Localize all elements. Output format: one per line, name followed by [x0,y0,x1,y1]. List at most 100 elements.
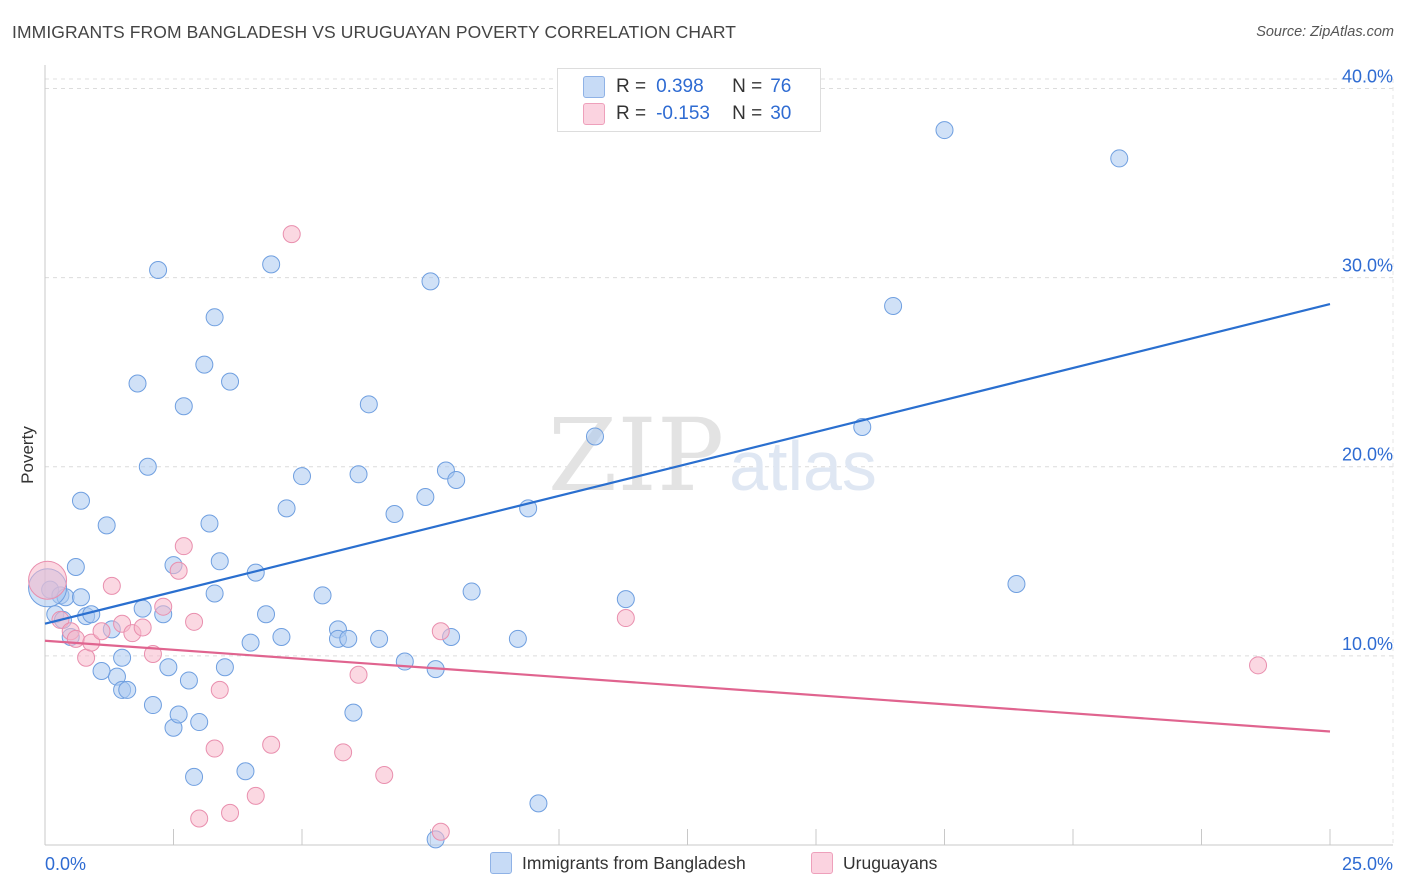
data-point [174,397,193,416]
data-point [179,671,198,690]
data-point [185,767,204,786]
x-tick-label: 25.0% [1342,854,1393,874]
data-point [1110,149,1129,168]
data-point [416,487,435,506]
data-point [277,499,296,518]
data-point [529,794,548,813]
trend-line-bangladesh [44,303,1331,625]
data-point [339,629,358,648]
legend-r-value: 0.398 [656,76,704,97]
series-uruguayans [28,225,1268,841]
data-point [221,372,240,391]
data-point [169,705,188,724]
data-point [143,696,162,715]
data-point [28,560,68,600]
data-point [210,680,229,699]
data-point [221,803,240,822]
axis-labels: 10.0% 20.0% 30.0% 40.0% 0.0% 25.0% Poverty [18,66,1393,874]
data-point [190,809,209,828]
bottom-legend-swatch-bangladesh [490,852,512,874]
data-point [370,629,389,648]
data-point [313,586,332,605]
y-axis-title: Poverty [18,426,37,484]
bottom-legend-label-uruguayans: Uruguayans [843,852,938,873]
data-point [431,622,450,641]
data-point [1007,574,1026,593]
data-point [169,561,188,580]
legend-swatch-uruguayans [583,103,605,125]
watermark-zip: ZIP [548,397,724,514]
data-point [149,261,168,280]
data-point [246,786,265,805]
data-point [431,822,450,841]
watermark-atlas: atlas [729,427,877,505]
data-point [349,665,368,684]
data-point [66,629,85,648]
data-point [128,374,147,393]
data-point [185,612,204,631]
legend-n-label: N = [732,76,763,97]
data-point [349,465,368,484]
bottom-legend-label-bangladesh: Immigrants from Bangladesh [522,852,746,873]
y-tick-label: 20.0% [1342,445,1393,465]
chart-title: IMMIGRANTS FROM BANGLADESH VS URUGUAYAN … [12,22,737,42]
data-point [66,557,85,576]
data-point [293,467,311,486]
data-point [359,395,378,414]
data-point [102,576,121,595]
data-point [133,599,152,618]
data-point [118,680,137,699]
trend-line-uruguayans [44,639,1331,733]
data-point [190,713,209,732]
data-point [262,255,281,274]
data-point [616,590,635,609]
data-point [884,296,903,315]
legend-n-label: N = [732,103,763,124]
bottom-legend-uruguayans: Uruguayans [811,851,937,875]
data-point [334,743,353,762]
legend-n-value: 76 [770,76,792,97]
data-point [421,272,440,291]
data-point [159,658,178,677]
y-tick-label: 30.0% [1342,256,1393,276]
trend-lines [44,303,1331,733]
data-point [215,658,234,677]
data-point [92,622,111,641]
bottom-legend-bangladesh: Immigrants from Bangladesh [490,851,746,875]
data-point [447,470,466,489]
legend-r-label: R = [616,103,647,124]
legend-row-uruguayans: R = -0.153 N = 30 [583,102,792,126]
legend-row-bangladesh: R = 0.398 N = 76 [583,75,792,99]
data-point [138,457,157,476]
data-point [205,584,224,603]
data-point [113,648,132,667]
data-point [205,739,224,758]
data-points [28,121,1268,849]
data-point [272,627,291,646]
data-point [853,418,872,437]
data-point [154,597,173,616]
data-point [344,703,363,722]
legend-swatch-bangladesh [583,76,605,98]
watermark: ZIP atlas [548,397,877,514]
correlation-legend: R = 0.398 N = 76 R = -0.153 N = 30 [557,68,821,132]
data-point [236,762,255,781]
data-point [133,618,152,637]
data-point [71,588,90,607]
data-point [97,516,116,535]
data-point [71,491,90,510]
x-tick-label: 0.0% [45,854,86,874]
data-point [385,505,404,524]
data-point [1249,656,1268,675]
data-point [585,427,604,446]
data-point [282,225,301,244]
source-credit: Source: ZipAtlas.com [1256,24,1394,40]
data-point [616,609,635,628]
data-point [375,766,394,785]
legend-n-value: 30 [770,103,792,124]
data-point [205,308,224,327]
data-point [257,605,276,624]
data-point [241,633,260,652]
data-point [462,582,481,601]
y-tick-label: 10.0% [1342,634,1393,654]
